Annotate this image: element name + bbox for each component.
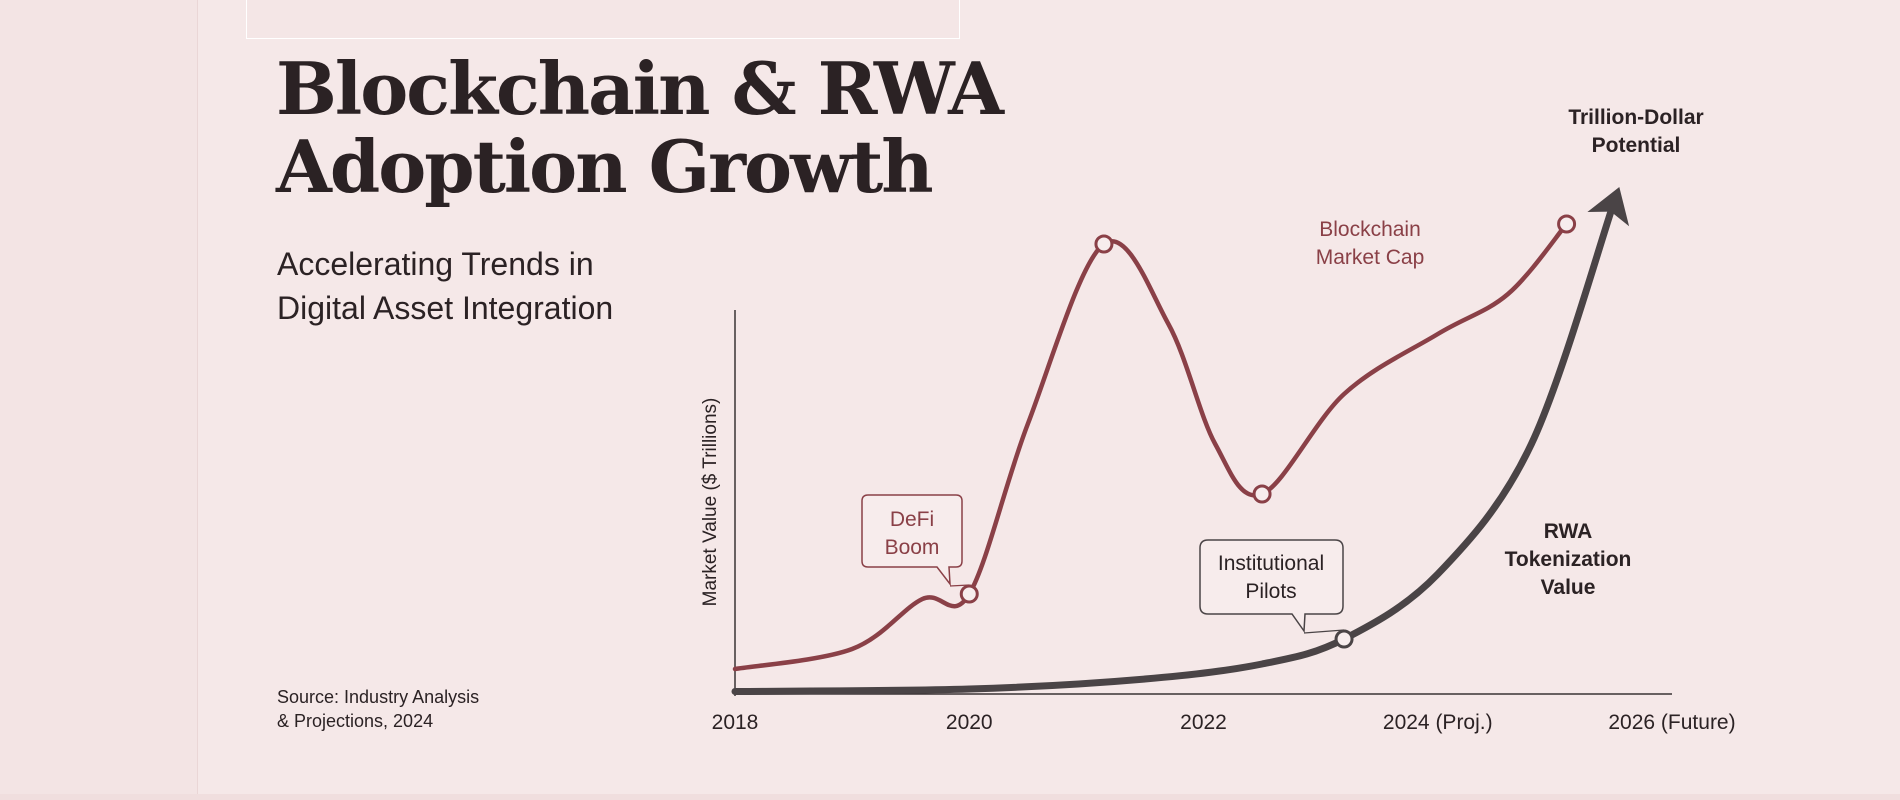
subtitle-line-2: Digital Asset Integration [277,290,614,326]
trillion-dollar-label: Potential [1592,134,1681,157]
blockchain-series-label: Blockchain [1319,218,1421,241]
x-tick-label: 2026 (Future) [1608,711,1735,734]
x-tick-label: 2020 [946,711,993,734]
page-subtitle: Accelerating Trends in Digital Asset Int… [277,242,613,330]
rwa-arrowhead [1587,187,1630,227]
institutional-pilots-pointer [1303,629,1345,634]
page-title: Blockchain & RWA Adoption Growth [276,46,1004,209]
blockchain-data-point [1252,484,1272,504]
blockchain-data-point [1094,234,1114,254]
rwa-series-label: Tokenization [1505,548,1632,571]
rwa-series-label: RWA [1544,520,1593,543]
x-tick-label: 2024 (Proj.) [1383,711,1493,734]
x-tick-label: 2022 [1180,711,1227,734]
defi-boom-label: Boom [885,536,940,559]
institutional-pilots-callout [1199,539,1344,634]
y-axis-label: Market Value ($ Trillions) [700,398,721,607]
rwa-series-line [731,200,1617,695]
institutional-pilots-label: Institutional [1218,552,1324,575]
title-line-1: Blockchain & RWA [276,46,1004,131]
institutional-pilots-label: Pilots [1245,580,1296,603]
blockchain-data-point [1557,214,1577,234]
defi-boom-pointer [949,584,970,587]
subtitle-line-1: Accelerating Trends in [277,246,594,282]
source-line-2: & Projections, 2024 [277,711,434,731]
x-tick-label: 2018 [712,711,759,734]
top-frame-box [246,0,960,39]
defi-boom-callout [861,494,963,587]
title-line-2: Adoption Growth [276,124,934,209]
rwa-data-point [1334,629,1354,649]
source-line-1: Source: Industry Analysis [277,687,480,707]
blockchain-series-line [732,221,1569,672]
blockchain-data-point [959,584,979,604]
defi-boom-label: DeFi [890,508,934,531]
rwa-series-label: Value [1541,576,1596,599]
left-margin-band [0,0,198,800]
bottom-rule [0,794,1900,800]
blockchain-series-label: Market Cap [1316,246,1425,269]
source-note: Source: Industry Analysis & Projections,… [277,685,479,733]
trillion-dollar-label: Trillion-Dollar [1568,106,1703,129]
